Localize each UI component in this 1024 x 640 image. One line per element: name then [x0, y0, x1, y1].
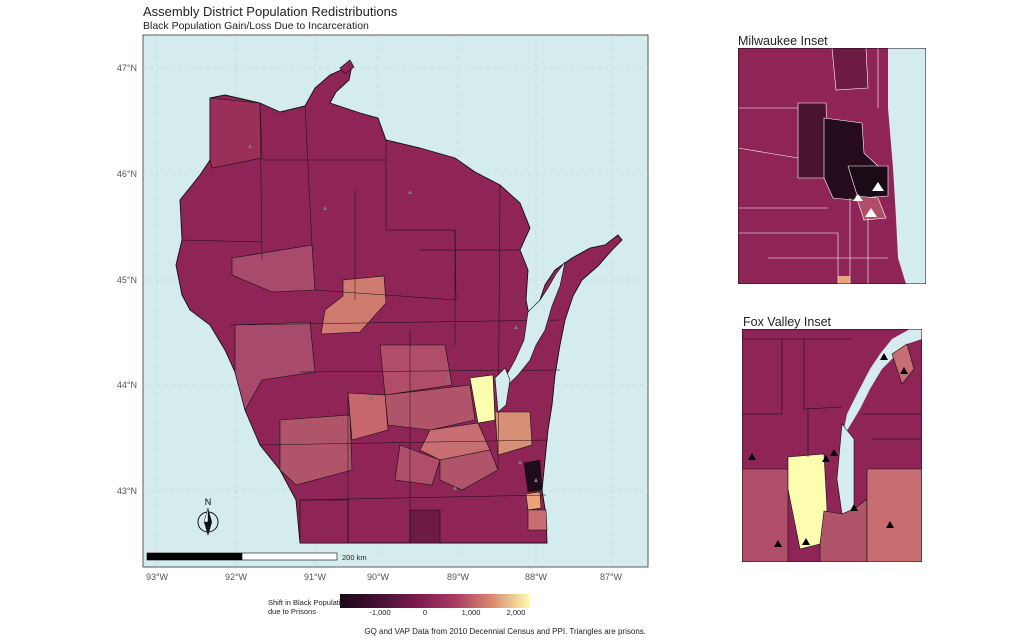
map-subtitle: Black Population Gain/Loss Due to Incarc…: [143, 20, 369, 32]
prison-marker-icon: [822, 455, 830, 462]
apostle-islands: [339, 59, 355, 75]
prison-marker-icon: [872, 182, 884, 191]
prison-marker: [534, 478, 538, 482]
prison-marker-icon: [802, 538, 810, 545]
district-milwaukee-dark: [523, 459, 543, 493]
prison-marker: [446, 376, 450, 380]
prison-marker-icon: [850, 504, 858, 511]
prison-marker: [370, 396, 374, 400]
lake-winnebago: [494, 367, 511, 413]
prison-marker: [453, 486, 457, 490]
scale-label: 200 km: [342, 553, 367, 562]
district-central-1: [379, 344, 453, 396]
legend-title: Shift in Black Population due to Prisons: [268, 598, 349, 616]
lon-label: 89°W: [447, 572, 470, 582]
scale-bar: [146, 552, 338, 561]
caption: GQ and VAP Data from 2010 Decennial Cens…: [364, 627, 646, 636]
prison-marker: [518, 460, 522, 464]
district-jefferson: [439, 449, 499, 491]
prison-marker-icon: [830, 449, 838, 456]
district-southwest: [299, 499, 349, 544]
lon-label: 92°W: [225, 572, 248, 582]
prison-marker-icon: [748, 453, 756, 460]
prison-marker-icon: [880, 353, 888, 360]
district-racine-peach: [525, 491, 542, 511]
district-central-2: [384, 384, 476, 431]
prison-marker: [514, 325, 518, 329]
prison-marker: [323, 206, 327, 210]
prison-marker: [408, 190, 412, 194]
green-bay-water: [497, 261, 566, 393]
main-map: 47°N 46°N 45°N 44°N 43°N 93°W 92°W 91°W …: [117, 34, 649, 582]
district-barron: [231, 244, 316, 293]
district-winnebago-yellow: [469, 374, 496, 424]
prison-marker-icon: [774, 540, 782, 547]
milwaukee-inset-map: [738, 48, 926, 284]
prison-marker-icon: [865, 208, 877, 217]
svg-text:N: N: [205, 497, 212, 507]
lon-label: 93°W: [146, 572, 169, 582]
lat-label: 47°N: [117, 63, 137, 73]
district-dodge: [394, 444, 441, 486]
lon-label: 88°W: [525, 572, 548, 582]
map-title: Assembly District Population Redistribut…: [143, 4, 398, 19]
prison-marker: [248, 144, 252, 148]
district-kenosha: [527, 509, 548, 531]
district-northwest-light: [209, 97, 263, 169]
legend-tick: 1,000: [461, 608, 481, 617]
legend-tick: 2,000: [506, 608, 526, 617]
fox-valley-inset-map: [742, 329, 922, 562]
legend-color-bar: [340, 594, 530, 608]
lat-label: 43°N: [117, 486, 137, 496]
fox-valley-inset-title: Fox Valley Inset: [743, 315, 832, 329]
lon-label: 87°W: [600, 572, 623, 582]
prison-marker-icon: [853, 194, 863, 201]
district-rock: [409, 509, 441, 544]
lon-label: 91°W: [304, 572, 327, 582]
district-central-3: [347, 392, 389, 441]
prison-marker-icon: [900, 367, 908, 374]
north-arrow-icon: N: [197, 497, 219, 536]
lon-label: 90°W: [367, 572, 390, 582]
lat-label: 46°N: [117, 169, 137, 179]
district-eau-claire: [234, 321, 316, 411]
legend-tick: -1,000: [369, 608, 391, 617]
district-chippewa-peach: [320, 275, 387, 335]
lat-label: 44°N: [117, 380, 137, 390]
lat-label: 45°N: [117, 275, 137, 285]
district-la-crosse: [279, 414, 353, 486]
legend-tick: 0: [422, 608, 428, 617]
prison-marker-icon: [886, 521, 894, 528]
milwaukee-inset-title: Milwaukee Inset: [738, 34, 828, 48]
